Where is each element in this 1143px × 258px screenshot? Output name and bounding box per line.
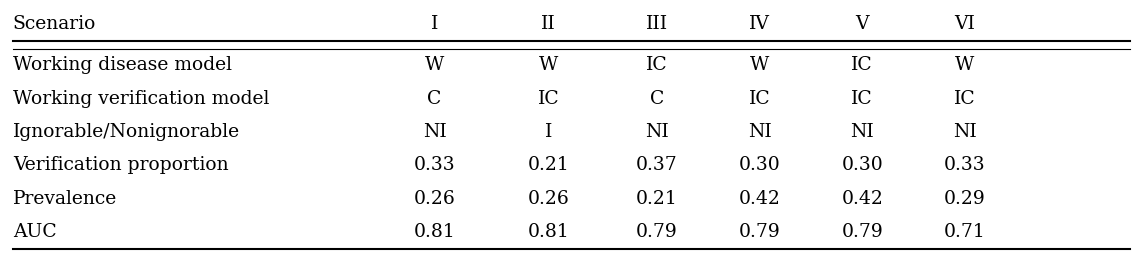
Text: Prevalence: Prevalence [13, 190, 117, 208]
Text: 0.37: 0.37 [637, 156, 678, 174]
Text: I: I [545, 123, 552, 141]
Text: NI: NI [953, 123, 977, 141]
Text: 0.42: 0.42 [738, 190, 781, 208]
Text: 0.26: 0.26 [414, 190, 456, 208]
Text: 0.81: 0.81 [414, 223, 456, 241]
Text: 0.79: 0.79 [637, 223, 678, 241]
Text: 0.21: 0.21 [528, 156, 569, 174]
Text: NI: NI [423, 123, 447, 141]
Text: IC: IC [749, 90, 770, 108]
Text: 0.42: 0.42 [841, 190, 884, 208]
Text: Working disease model: Working disease model [13, 56, 232, 74]
Text: W: W [750, 56, 769, 74]
Text: IC: IC [646, 56, 668, 74]
Text: IC: IC [538, 90, 560, 108]
Text: W: W [539, 56, 558, 74]
Text: NI: NI [850, 123, 874, 141]
Text: W: W [956, 56, 975, 74]
Text: 0.33: 0.33 [944, 156, 985, 174]
Text: 0.30: 0.30 [841, 156, 884, 174]
Text: NI: NI [645, 123, 669, 141]
Text: W: W [425, 56, 445, 74]
Text: 0.79: 0.79 [841, 223, 884, 241]
Text: 0.26: 0.26 [528, 190, 569, 208]
Text: Scenario: Scenario [13, 15, 96, 33]
Text: I: I [431, 15, 439, 33]
Text: IC: IC [852, 90, 873, 108]
Text: 0.21: 0.21 [637, 190, 678, 208]
Text: Verification proportion: Verification proportion [13, 156, 229, 174]
Text: 0.81: 0.81 [528, 223, 569, 241]
Text: V: V [855, 15, 869, 33]
Text: NI: NI [748, 123, 772, 141]
Text: Ignorable/Nonignorable: Ignorable/Nonignorable [13, 123, 240, 141]
Text: Working verification model: Working verification model [13, 90, 269, 108]
Text: 0.71: 0.71 [944, 223, 985, 241]
Text: 0.79: 0.79 [738, 223, 781, 241]
Text: 0.29: 0.29 [944, 190, 985, 208]
Text: 0.30: 0.30 [738, 156, 781, 174]
Text: AUC: AUC [13, 223, 56, 241]
Text: C: C [650, 90, 664, 108]
Text: III: III [646, 15, 668, 33]
Text: VI: VI [954, 15, 975, 33]
Text: C: C [427, 90, 442, 108]
Text: IC: IC [954, 90, 976, 108]
Text: IC: IC [852, 56, 873, 74]
Text: II: II [542, 15, 557, 33]
Text: IV: IV [749, 15, 770, 33]
Text: 0.33: 0.33 [414, 156, 456, 174]
